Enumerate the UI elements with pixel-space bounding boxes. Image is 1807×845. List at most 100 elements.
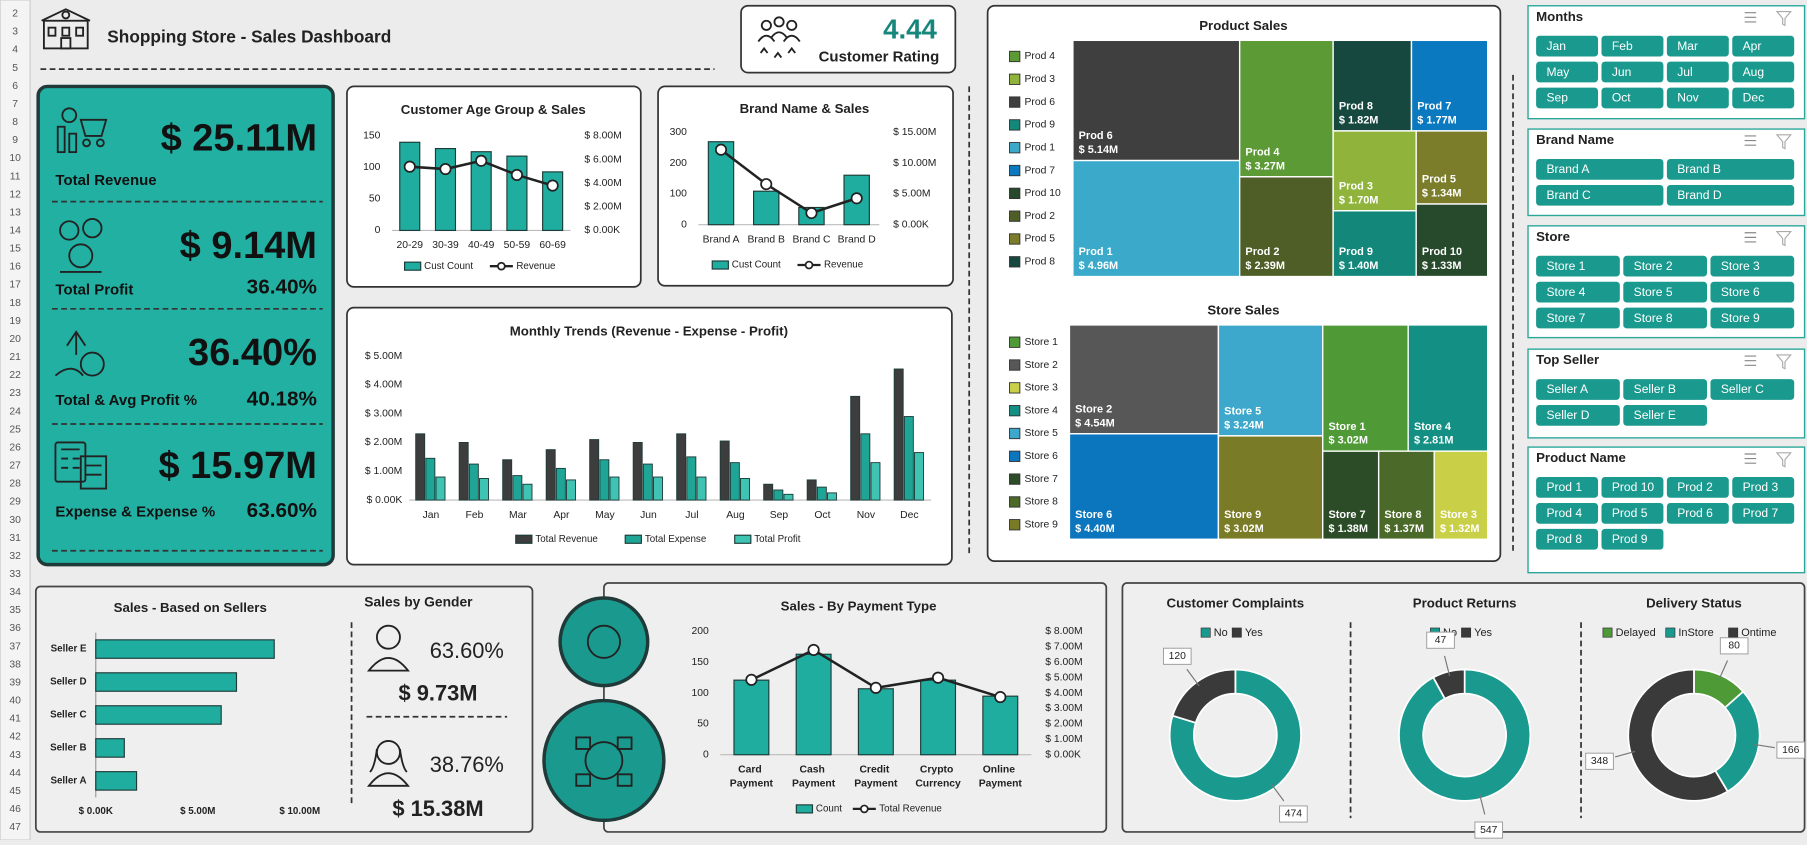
slicer-button[interactable] (1666, 35, 1729, 57)
slicer-button[interactable] (1536, 87, 1599, 109)
slicer-button[interactable] (1601, 61, 1664, 83)
slicer-button-label[interactable]: Apr (1743, 39, 1762, 53)
slicer-multiselect[interactable] (1744, 232, 1757, 243)
slicer-button[interactable] (1536, 379, 1620, 400)
slicer-button[interactable] (1732, 61, 1795, 83)
slicer-button-label[interactable]: Store 6 (1721, 285, 1760, 299)
bar (470, 151, 492, 232)
slicer-button-label[interactable]: Prod 9 (1612, 532, 1648, 546)
slicer-clear-filter[interactable] (1775, 10, 1792, 27)
slicer-button[interactable] (1732, 477, 1795, 498)
slicer-button[interactable] (1623, 255, 1708, 277)
slicer-multiselect[interactable] (1744, 355, 1757, 366)
slicer-button[interactable] (1666, 502, 1729, 524)
slicer-button-label[interactable]: Seller C (1721, 382, 1764, 396)
line-marker (546, 179, 559, 192)
slicer-button-label[interactable]: Sep (1546, 91, 1568, 105)
slicer-button[interactable] (1666, 87, 1729, 109)
slicer-button-label[interactable]: Seller B (1634, 382, 1676, 396)
bar (920, 679, 957, 756)
cell-value: $ 4.96M (1079, 260, 1119, 272)
slicer-button[interactable] (1732, 35, 1795, 57)
slicer-button-label[interactable]: Mar (1677, 39, 1698, 53)
slicer-button[interactable] (1666, 159, 1795, 180)
slicer-button-label[interactable]: Prod 6 (1677, 506, 1713, 520)
slicer-button-label[interactable]: Dec (1743, 91, 1764, 105)
slicer-button[interactable] (1601, 35, 1664, 57)
slicer-button-label[interactable]: Store 4 (1546, 285, 1585, 299)
slicer-button-label[interactable]: Oct (1612, 91, 1631, 105)
slicer-button-label[interactable]: Store 5 (1634, 285, 1673, 299)
slicer-button-label[interactable]: Seller A (1546, 382, 1589, 396)
slicer-button[interactable] (1666, 61, 1729, 83)
slicer-button-label[interactable]: Seller E (1634, 408, 1676, 422)
slicer-multiselect[interactable] (1744, 135, 1757, 146)
slicer-button[interactable] (1623, 379, 1708, 400)
slicer-button[interactable] (1666, 477, 1729, 498)
slicer-button-label[interactable]: Brand D (1677, 188, 1722, 202)
slicer-button[interactable] (1601, 477, 1664, 498)
slicer-multiselect[interactable] (1744, 12, 1757, 23)
slicer-clear-filter[interactable] (1775, 231, 1792, 247)
slicer-button-label[interactable]: Store 3 (1721, 259, 1760, 273)
slicer-button[interactable] (1536, 502, 1599, 524)
slicer-button[interactable] (1536, 477, 1599, 498)
y-tick-label: 200 (691, 626, 709, 637)
slicer-button-label[interactable]: Aug (1743, 65, 1765, 79)
slicer-button[interactable] (1536, 61, 1599, 83)
slicer-button[interactable] (1623, 405, 1708, 426)
slicer-button-label[interactable]: Prod 7 (1743, 506, 1779, 520)
slicer-button-label[interactable]: Prod 4 (1546, 506, 1582, 520)
slicer-button-label[interactable]: May (1546, 65, 1570, 79)
slicer-button[interactable] (1536, 405, 1620, 426)
slicer-button-label[interactable]: Prod 1 (1546, 480, 1582, 494)
slicer-button[interactable] (1536, 528, 1599, 550)
slicer-button[interactable] (1601, 502, 1664, 524)
slicer-button-label[interactable]: Jan (1546, 39, 1565, 53)
slicer-clear-filter[interactable] (1775, 354, 1792, 370)
slicer-button[interactable] (1666, 184, 1795, 206)
cell-value: $ 1.32M (1440, 523, 1480, 535)
slicer-button-label[interactable]: Store 1 (1546, 259, 1585, 273)
slicer-button-label[interactable]: Store 7 (1546, 311, 1585, 325)
slicer-button-label[interactable]: Prod 10 (1612, 480, 1655, 494)
slicer-button-label[interactable]: Brand C (1546, 188, 1591, 202)
slicer-button-label[interactable]: Prod 8 (1546, 532, 1582, 546)
slicer-button-label[interactable]: Prod 3 (1743, 480, 1779, 494)
slicer-button[interactable] (1710, 281, 1795, 303)
slicer-clear-filter[interactable] (1775, 134, 1792, 150)
slicer-button[interactable] (1732, 87, 1795, 109)
row-number: 42 (9, 732, 21, 743)
slicer-button-label[interactable]: Jun (1612, 65, 1631, 79)
treemap-cell (1068, 433, 1220, 540)
slicer-button[interactable] (1536, 307, 1620, 329)
slicer-button-label[interactable]: Seller D (1546, 408, 1589, 422)
slicer-button-label[interactable]: Jul (1677, 65, 1692, 79)
slicer-button[interactable] (1732, 502, 1795, 524)
slicer-button-label[interactable]: Nov (1677, 91, 1698, 105)
slicer-button-label[interactable]: Store 8 (1634, 311, 1673, 325)
slicer-button[interactable] (1710, 255, 1795, 277)
chart-title: Brand Name & Sales (740, 101, 870, 116)
slicer-button-label[interactable]: Brand B (1677, 162, 1721, 176)
slicer-button[interactable] (1536, 255, 1620, 277)
slicer-button-label[interactable]: Store 9 (1721, 311, 1760, 325)
slicer-clear-filter[interactable] (1775, 452, 1792, 468)
slicer-button-label[interactable]: Store 2 (1634, 259, 1673, 273)
slicer-button-label[interactable]: Prod 5 (1612, 506, 1648, 520)
slicer-button[interactable] (1710, 379, 1795, 400)
y-tick-label: $ 3.00M (365, 408, 402, 419)
slicer-button[interactable] (1536, 159, 1664, 180)
slicer-button-label[interactable]: Prod 2 (1677, 480, 1713, 494)
slicer-button-label[interactable]: Feb (1612, 39, 1633, 53)
slicer-button[interactable] (1601, 87, 1664, 109)
slicer-button[interactable] (1623, 281, 1708, 303)
slicer-button[interactable] (1710, 307, 1795, 329)
slicer-button[interactable] (1536, 281, 1620, 303)
slicer-button[interactable] (1623, 307, 1708, 329)
slicer-button[interactable] (1536, 35, 1599, 57)
slicer-multiselect[interactable] (1744, 453, 1757, 464)
slicer-button[interactable] (1536, 184, 1664, 206)
slicer-button[interactable] (1601, 528, 1664, 550)
slicer-button-label[interactable]: Brand A (1546, 162, 1590, 176)
